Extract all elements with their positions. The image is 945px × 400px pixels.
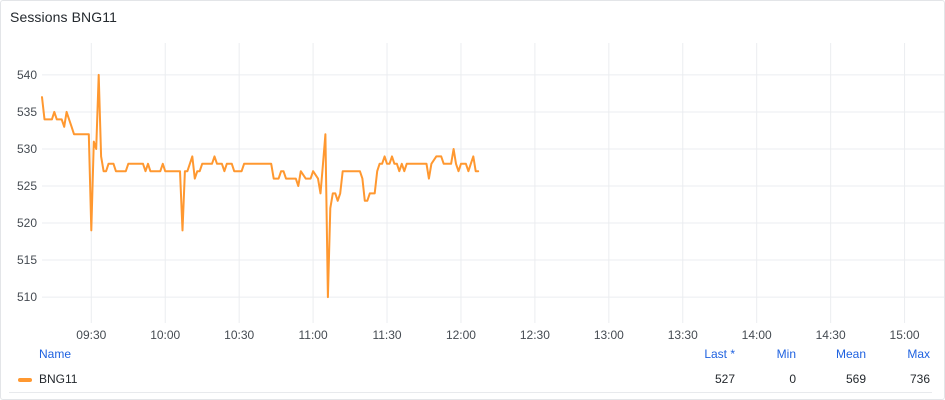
panel-title[interactable]: Sessions BNG11 — [10, 9, 117, 25]
y-tick-label: 535 — [17, 105, 37, 119]
legend-value-max: 736 — [909, 372, 930, 386]
legend-header-mean[interactable]: Mean — [835, 347, 866, 361]
legend-value-min: 0 — [789, 372, 796, 386]
legend-header-max[interactable]: Max — [907, 347, 930, 361]
x-tick-label: 10:00 — [150, 328, 180, 342]
x-tick-label: 12:30 — [520, 328, 550, 342]
legend-row[interactable]: BNG11 527 0 569 736 — [1, 370, 945, 393]
y-tick-label: 525 — [17, 179, 37, 193]
y-tick-label: 515 — [17, 253, 37, 267]
line-chart: 510 515 520 525 530 535 540 09:30 10:00 10:30 11:… — [17, 43, 944, 342]
y-tick-label: 540 — [17, 68, 37, 82]
x-tick-label: 13:30 — [668, 328, 698, 342]
x-tick-label: 12:00 — [446, 328, 476, 342]
y-tick-label: 530 — [17, 142, 37, 156]
y-axis: 510 515 520 525 530 535 540 — [17, 68, 37, 304]
series-line-bng11 — [41, 73, 480, 299]
x-tick-label: 09:30 — [76, 328, 106, 342]
legend-series-swatch[interactable] — [18, 378, 32, 382]
y-tick-label: 510 — [17, 290, 37, 304]
legend-value-mean: 569 — [845, 372, 866, 386]
x-tick-label: 10:30 — [224, 328, 254, 342]
legend-header: Name Last * Min Mean Max — [1, 345, 945, 365]
chart-grid — [42, 43, 944, 323]
legend-header-name[interactable]: Name — [39, 347, 72, 361]
legend-value-last: 527 — [714, 372, 735, 386]
legend-header-last[interactable]: Last * — [704, 347, 735, 361]
legend-divider — [9, 392, 932, 393]
x-axis: 09:30 10:00 10:30 11:00 11:30 12:00 12:30 13:00… — [76, 328, 920, 342]
series-lines — [41, 73, 480, 299]
x-tick-label: 14:30 — [816, 328, 846, 342]
x-tick-label: 13:00 — [594, 328, 624, 342]
x-tick-label: 15:00 — [890, 328, 920, 342]
legend-header-min[interactable]: Min — [776, 347, 796, 361]
x-tick-label: 11:00 — [299, 328, 328, 342]
x-tick-label: 11:30 — [372, 328, 401, 342]
x-tick-label: 14:00 — [742, 328, 772, 342]
y-tick-label: 520 — [17, 216, 37, 230]
legend-series-name[interactable]: BNG11 — [39, 372, 78, 386]
